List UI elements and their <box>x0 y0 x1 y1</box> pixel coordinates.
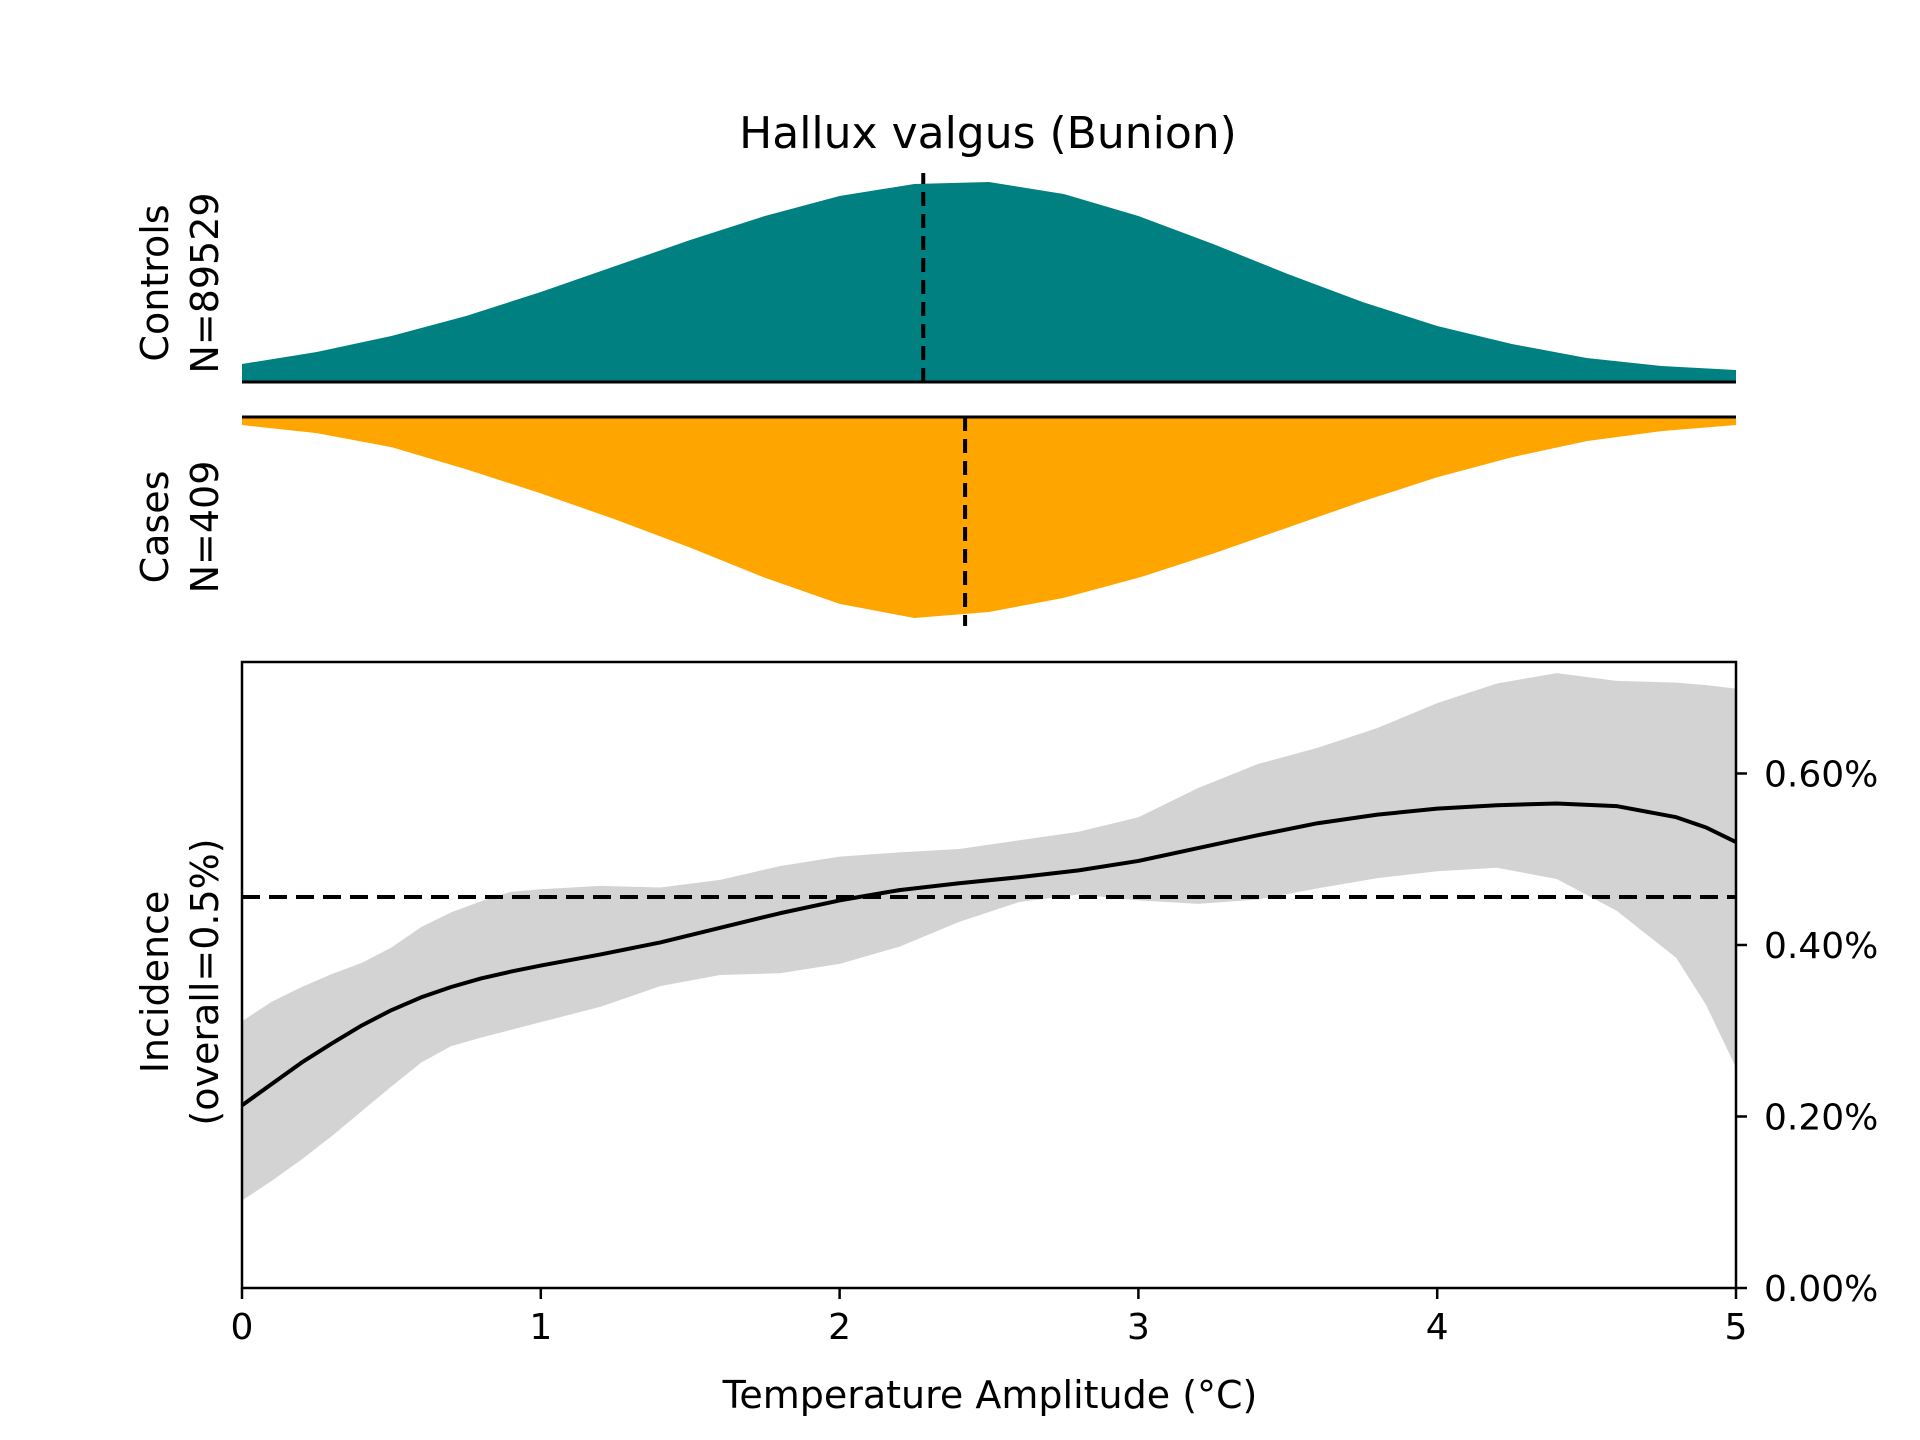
cases-density-panel <box>242 415 1736 626</box>
incidence-y-label: Incidence <box>133 891 177 1074</box>
controls-label: Controls <box>133 204 177 361</box>
controls-density-panel <box>242 173 1736 384</box>
controls-density-area <box>242 182 1736 382</box>
incidence-y-sublabel: (overall=0.5%) <box>183 838 227 1125</box>
confidence-band <box>242 673 1736 1201</box>
incidence-panel: 0 1 2 3 4 5 0.00% 0.20% 0.40% 0.60% <box>231 660 1878 1348</box>
y-tick-label: 0.40% <box>1764 926 1878 967</box>
incidence-frame <box>240 660 1738 1290</box>
x-tick-label: 5 <box>1725 1307 1748 1348</box>
y-tick-label: 0.60% <box>1764 754 1878 795</box>
x-tick-label: 3 <box>1127 1307 1150 1348</box>
x-tick-label: 4 <box>1426 1307 1449 1348</box>
x-axis-label: Temperature Amplitude (°C) <box>722 1373 1258 1417</box>
y-tick-label: 0.20% <box>1764 1097 1878 1138</box>
cases-label: Cases <box>133 471 177 584</box>
chart-title: Hallux valgus (Bunion) <box>739 108 1237 159</box>
x-tick-label: 0 <box>231 1307 254 1348</box>
cases-count-label: N=409 <box>183 461 227 594</box>
x-tick-label: 2 <box>828 1307 851 1348</box>
x-tick-label: 1 <box>529 1307 552 1348</box>
cases-density-area <box>242 417 1736 618</box>
y-tick-label: 0.00% <box>1764 1269 1878 1310</box>
controls-count-label: N=89529 <box>183 192 227 373</box>
